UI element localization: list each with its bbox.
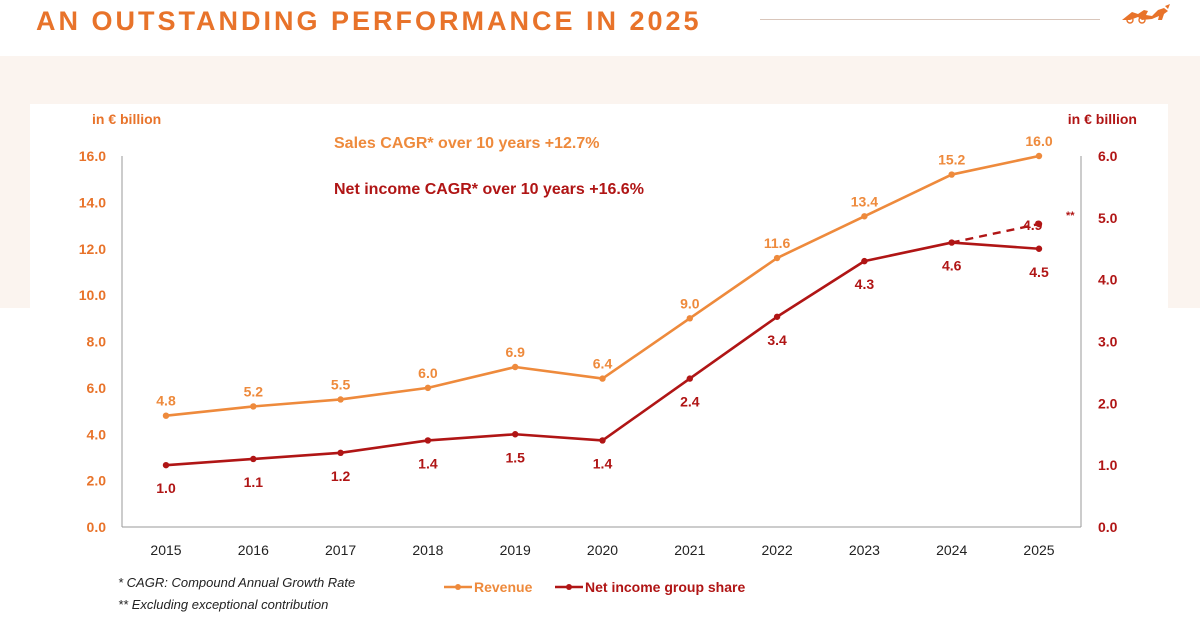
title-divider [760,19,1100,20]
net-income-adjusted-label: 4.9 [1023,217,1043,233]
net-income-data-label: 1.5 [505,449,525,465]
revenue-point [424,384,432,392]
left-axis-tick-label: 16.0 [79,148,106,164]
net-income-point [337,449,344,456]
right-axis-tick-label: 4.0 [1098,272,1118,288]
revenue-point [599,375,606,382]
net-income-data-label: 1.4 [418,455,438,471]
right-axis-tick-label: 3.0 [1098,334,1118,350]
net-income-point [686,375,693,382]
x-axis-tick-label: 2015 [150,542,181,558]
revenue-point [162,412,170,419]
page-title: AN OUTSTANDING PERFORMANCE IN 2025 [36,6,702,36]
left-axis-tick-label: 8.0 [87,334,107,350]
net-income-point [250,455,257,463]
left-axis-tick-label: 10.0 [79,287,106,303]
revenue-data-label: 11.6 [764,235,791,251]
net-income-adjusted-marker: ** [1066,210,1075,222]
revenue-point [686,315,693,322]
right-axis-tick-label: 5.0 [1098,210,1118,226]
revenue-data-label: 6.9 [505,344,525,360]
x-axis-tick-label: 2019 [500,542,531,558]
left-axis-tick-label: 4.0 [87,426,107,442]
x-axis-tick-label: 2023 [849,542,880,558]
right-axis-tick-label: 6.0 [1098,148,1118,164]
horse-carriage-logo-icon [1122,4,1170,24]
x-axis-tick-label: 2024 [936,542,967,558]
footnote-cagr: * CAGR: Compound Annual Growth Rate [118,575,356,590]
legend-net-income-marker [566,584,572,590]
x-axis-tick-label: 2022 [762,542,793,558]
net-income-point [599,437,606,444]
revenue-data-label: 5.5 [331,376,351,392]
x-axis-tick-label: 2021 [674,542,705,558]
net-income-line [165,241,1040,467]
revenue-point [512,363,519,371]
net-income-data-label: 3.4 [767,332,787,348]
net-income-point [1035,245,1043,252]
net-income-cagr-annotation: Net income CAGR* over 10 years +16.6% [334,181,644,198]
left-axis-tick-label: 12.0 [79,241,106,257]
net-income-data-label: 4.6 [942,258,962,274]
legend-revenue-label: Revenue [474,579,533,595]
revenue-data-label: 16.0 [1025,133,1052,149]
revenue-data-label: 9.0 [680,295,700,311]
left-axis-tick-label: 0.0 [87,519,107,535]
net-income-point [162,461,170,469]
right-axis-tick-label: 1.0 [1098,457,1118,473]
x-axis-tick-label: 2025 [1023,542,1054,558]
revenue-point [250,403,257,410]
net-income-data-label: 1.0 [156,480,176,496]
legend-revenue-marker [455,584,461,590]
revenue-point [1035,152,1043,160]
x-axis-tick-label: 2017 [325,542,356,558]
net-income-data-label: 1.2 [331,468,351,484]
net-income-data-label: 2.4 [680,394,700,410]
x-axis-tick-label: 2016 [238,542,269,558]
sales-cagr-annotation: Sales CAGR* over 10 years +12.7% [334,135,600,152]
revenue-data-label: 13.4 [851,193,878,209]
left-axis-tick-label: 2.0 [87,473,107,489]
net-income-adjusted-dashed-line [951,222,1040,244]
right-axis-tick-label: 0.0 [1098,519,1118,535]
x-axis-tick-label: 2020 [587,542,618,558]
revenue-data-label: 4.8 [156,393,176,409]
net-income-data-label: 1.4 [593,455,613,471]
net-income-data-label: 1.1 [244,474,264,490]
revenue-point [861,213,868,220]
revenue-point [773,254,781,262]
revenue-data-label: 6.0 [418,365,438,381]
net-income-point [773,313,781,320]
net-income-data-label: 4.3 [855,276,875,292]
revenue-data-label: 6.4 [593,356,613,372]
net-income-data-label: 4.5 [1029,264,1049,280]
left-axis-label: in € billion [92,111,161,127]
left-axis-tick-label: 14.0 [79,194,106,210]
revenue-point [337,396,344,403]
revenue-data-label: 15.2 [938,152,965,168]
left-axis-tick-label: 6.0 [87,380,107,396]
chart-panel [30,104,1168,614]
net-income-point [861,257,868,265]
revenue-data-label: 5.2 [244,383,264,399]
x-axis-tick-label: 2018 [412,542,443,558]
right-axis-label: in € billion [1068,111,1137,127]
net-income-point [424,437,432,444]
footnote-exceptional: ** Excluding exceptional contribution [118,597,329,612]
revenue-point [948,171,955,178]
right-axis-tick-label: 2.0 [1098,395,1118,411]
net-income-point [512,431,519,438]
legend-net-income-label: Net income group share [585,579,745,595]
net-income-adjusted-point [1035,220,1043,228]
